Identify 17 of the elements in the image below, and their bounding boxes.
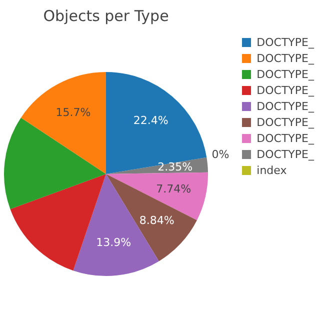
data-label: 15.7% [56, 106, 91, 119]
legend-label: DOCTYPE_ [256, 98, 314, 114]
legend-label: DOCTYPE_ [256, 50, 314, 66]
legend-label: index [256, 162, 288, 178]
chart-title: Objects per Type [43, 6, 169, 25]
legend-label: DOCTYPE_ [256, 130, 314, 146]
data-label: 2.35% [158, 160, 193, 174]
legend-label: DOCTYPE_ [256, 146, 314, 162]
legend-label: DOCTYPE_ [256, 34, 314, 50]
text: 0% [212, 148, 230, 161]
legend-label: DOCTYPE_ [256, 66, 314, 82]
data-label: 13.9% [96, 236, 132, 249]
legend-label: DOCTYPE_ [256, 114, 314, 130]
data-label: 7.74% [156, 182, 192, 196]
data-label: 8.84% [139, 214, 174, 228]
legend-label: DOCTYPE_ [256, 82, 314, 98]
data-label: 22.4% [133, 114, 168, 127]
